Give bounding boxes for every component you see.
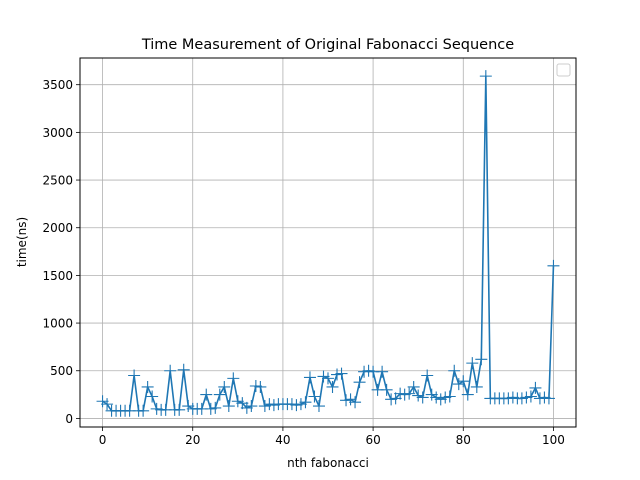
data-point-marker: [209, 401, 222, 414]
x-tick-label: 20: [185, 433, 200, 447]
y-tick-label: 1500: [42, 269, 73, 283]
chart-title: Time Measurement of Original Fabonacci S…: [141, 37, 514, 53]
data-point-marker: [101, 398, 114, 411]
data-point-marker: [326, 380, 339, 393]
data-point-marker: [213, 388, 226, 401]
data-point-marker: [227, 372, 240, 385]
data-point-marker: [299, 396, 312, 409]
x-tick-label: 0: [99, 433, 107, 447]
data-point-marker: [448, 364, 461, 377]
data-point-marker: [177, 363, 190, 376]
data-point-marker: [335, 367, 348, 380]
data-point-marker: [164, 364, 177, 377]
data-point-marker: [173, 403, 186, 416]
data-point-marker: [416, 391, 429, 404]
data-point-marker: [128, 369, 141, 382]
data-point-marker: [547, 259, 560, 272]
data-point-marker: [200, 388, 213, 401]
x-tick-label: 100: [542, 433, 565, 447]
x-axis-label: nth fabonacci: [287, 456, 369, 470]
data-point-marker: [303, 371, 316, 384]
series-markers: [96, 70, 560, 417]
y-tick-label: 2000: [42, 221, 73, 235]
y-axis-label: time(ns): [15, 217, 29, 267]
data-point-marker: [245, 400, 258, 413]
data-point-marker: [421, 369, 434, 382]
legend-box: [556, 63, 571, 77]
data-point-marker: [312, 400, 325, 413]
data-point-marker: [403, 387, 416, 400]
data-point-marker: [407, 380, 420, 393]
data-point-marker: [479, 70, 492, 83]
data-point-marker: [475, 353, 488, 366]
data-point-marker: [376, 365, 389, 378]
data-point-marker: [222, 400, 235, 413]
y-axis-ticks: 0 500 1000 1500 2000 2500 3000 3500: [42, 78, 80, 426]
data-point-marker: [466, 357, 479, 370]
data-point-marker: [443, 390, 456, 403]
data-point-marker: [461, 388, 474, 401]
data-point-marker: [349, 396, 362, 409]
data-point-marker: [218, 380, 231, 393]
y-tick-label: 1000: [42, 317, 73, 331]
y-tick-label: 3000: [42, 126, 73, 140]
data-point-marker: [529, 381, 542, 394]
grid-lines: [80, 58, 576, 427]
y-tick-label: 0: [65, 412, 73, 426]
plot-frame: [79, 57, 577, 428]
data-point-marker: [470, 380, 483, 393]
data-point-marker: [254, 380, 267, 393]
data-point-marker: [380, 383, 393, 396]
x-tick-label: 60: [365, 433, 380, 447]
data-point-marker: [322, 372, 334, 385]
data-point-marker: [141, 380, 154, 393]
x-axis-ticks: 0 20 40 60 80 100: [99, 427, 565, 447]
data-point-marker: [137, 404, 150, 417]
data-point-marker: [308, 390, 321, 403]
x-tick-label: 40: [275, 433, 290, 447]
data-point-marker: [146, 390, 159, 403]
y-tick-label: 500: [50, 364, 73, 378]
data-point-marker: [457, 375, 470, 388]
data-point-marker: [524, 390, 537, 403]
x-tick-label: 80: [456, 433, 471, 447]
data-point-marker: [542, 392, 555, 405]
y-tick-label: 3500: [42, 78, 73, 92]
data-point-marker: [353, 376, 366, 389]
y-tick-label: 2500: [42, 174, 73, 188]
